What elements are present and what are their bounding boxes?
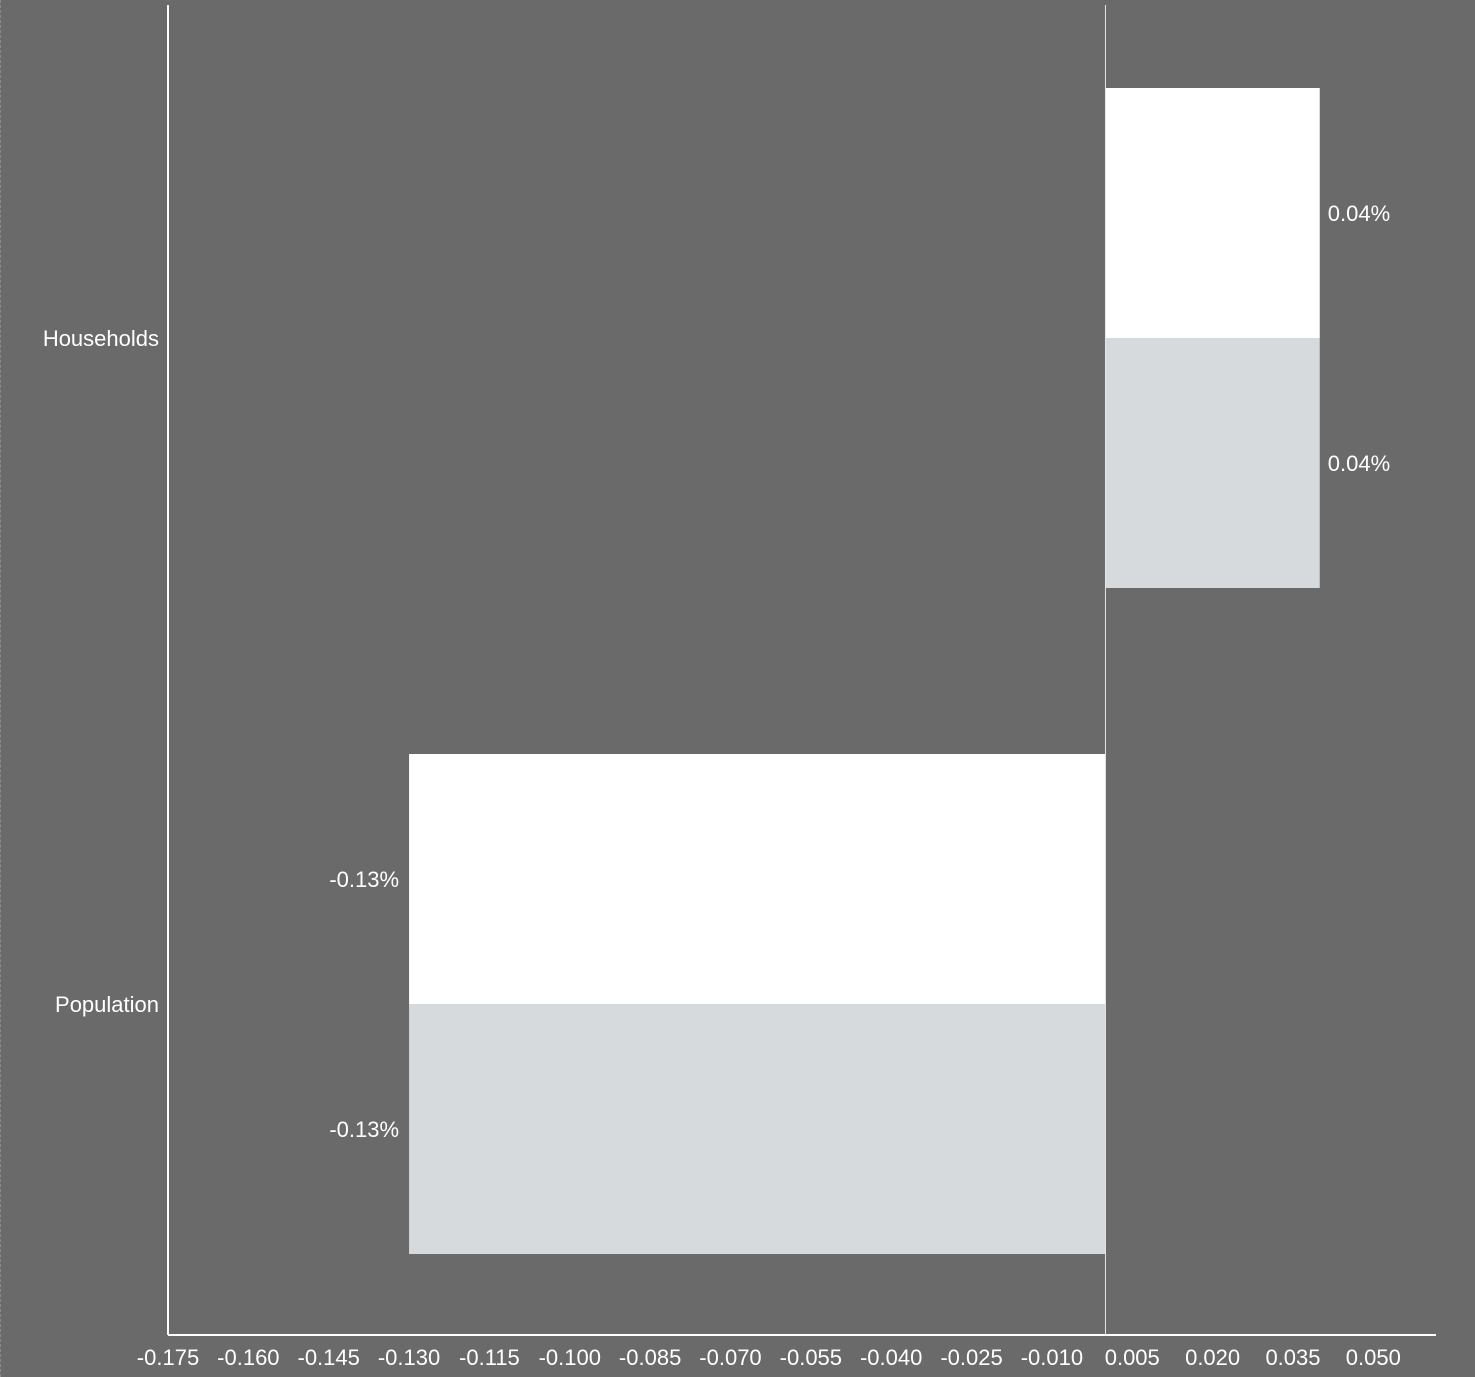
bar-households-1 [1105, 88, 1320, 338]
data-label-population-2: -0.13% [329, 1117, 399, 1142]
x-tick-label: -0.055 [780, 1345, 842, 1370]
x-tick-label: -0.175 [137, 1345, 199, 1370]
x-tick-label: -0.085 [619, 1345, 681, 1370]
x-tick-label: -0.115 [459, 1345, 520, 1370]
data-label-households-2: 0.04% [1328, 451, 1390, 476]
category-label-households: Households [43, 326, 159, 351]
left-border [0, 0, 1, 1377]
x-tick-label: -0.010 [1021, 1345, 1083, 1370]
bar-households-2 [1105, 338, 1320, 588]
x-tick-label: -0.145 [298, 1345, 360, 1370]
x-tick-label: -0.070 [699, 1345, 761, 1370]
x-tick-label: 0.050 [1346, 1345, 1401, 1370]
x-tick-label: 0.005 [1105, 1345, 1160, 1370]
x-tick-label: 0.020 [1185, 1345, 1240, 1370]
x-tick-label: -0.040 [860, 1345, 922, 1370]
x-tick-label: 0.035 [1265, 1345, 1320, 1370]
bar-population-2 [409, 1004, 1106, 1254]
data-label-households-1: 0.04% [1328, 201, 1390, 226]
x-tick-label: -0.100 [539, 1345, 601, 1370]
x-tick-label: -0.130 [378, 1345, 440, 1370]
x-tick-label: -0.025 [940, 1345, 1002, 1370]
x-tick-label: -0.160 [217, 1345, 279, 1370]
category-label-population: Population [55, 992, 159, 1017]
data-label-population-1: -0.13% [329, 867, 399, 892]
bar-population-1 [409, 754, 1106, 1004]
